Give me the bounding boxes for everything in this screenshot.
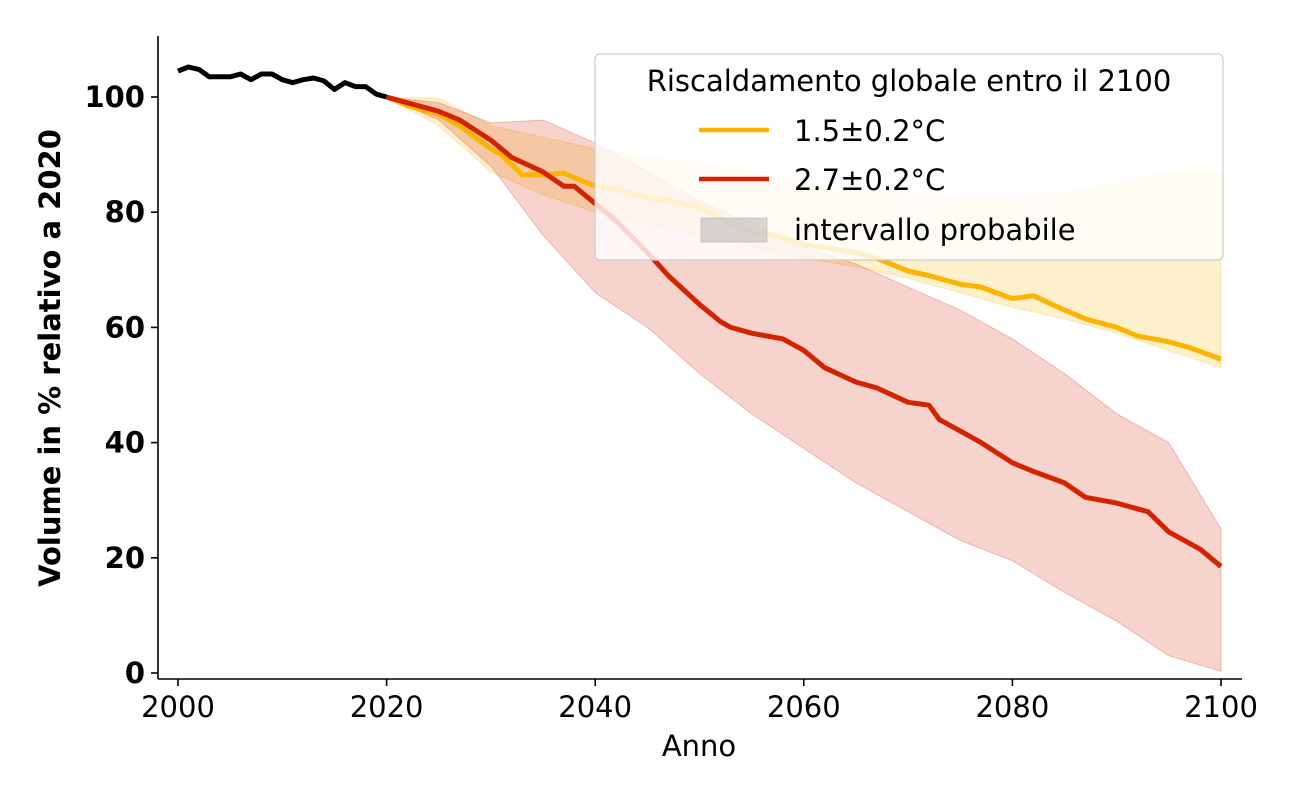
y-tick-label: 20	[105, 541, 145, 575]
x-tick-label: 2080	[975, 690, 1049, 724]
y-tick-label: 0	[125, 656, 145, 690]
legend-box	[594, 53, 1224, 261]
y-tick-label: 40	[105, 426, 145, 460]
historical-line	[177, 64, 388, 100]
y-tick-label: 80	[105, 195, 145, 229]
y-axis-label: Volume in % relativo a 2020	[33, 129, 67, 587]
x-tick-label: 2020	[350, 690, 424, 724]
legend-title: Riscaldamento globale entro il 2100	[647, 64, 1172, 98]
y-tick-label: 60	[105, 310, 145, 344]
y-ticks: 0 20 40 60 80 100	[84, 80, 158, 690]
x-ticks: 2000 2020 2040 2060 2080 2100	[141, 679, 1258, 724]
legend-label-range: intervallo probabile	[794, 213, 1076, 247]
x-tick-label: 2100	[1184, 690, 1258, 724]
line-2-7	[385, 94, 1223, 569]
legend: Riscaldamento globale entro il 2100 1.5±…	[594, 53, 1224, 261]
legend-label-1-5: 1.5±0.2°C	[794, 114, 945, 148]
x-tick-label: 2060	[767, 690, 841, 724]
x-axis-label: Anno	[662, 729, 736, 763]
legend-swatch-range	[700, 217, 768, 243]
x-tick-label: 2000	[141, 690, 215, 724]
legend-label-2-7: 2.7±0.2°C	[794, 163, 945, 197]
y-tick-label: 100	[84, 80, 145, 114]
x-tick-label: 2040	[558, 690, 632, 724]
